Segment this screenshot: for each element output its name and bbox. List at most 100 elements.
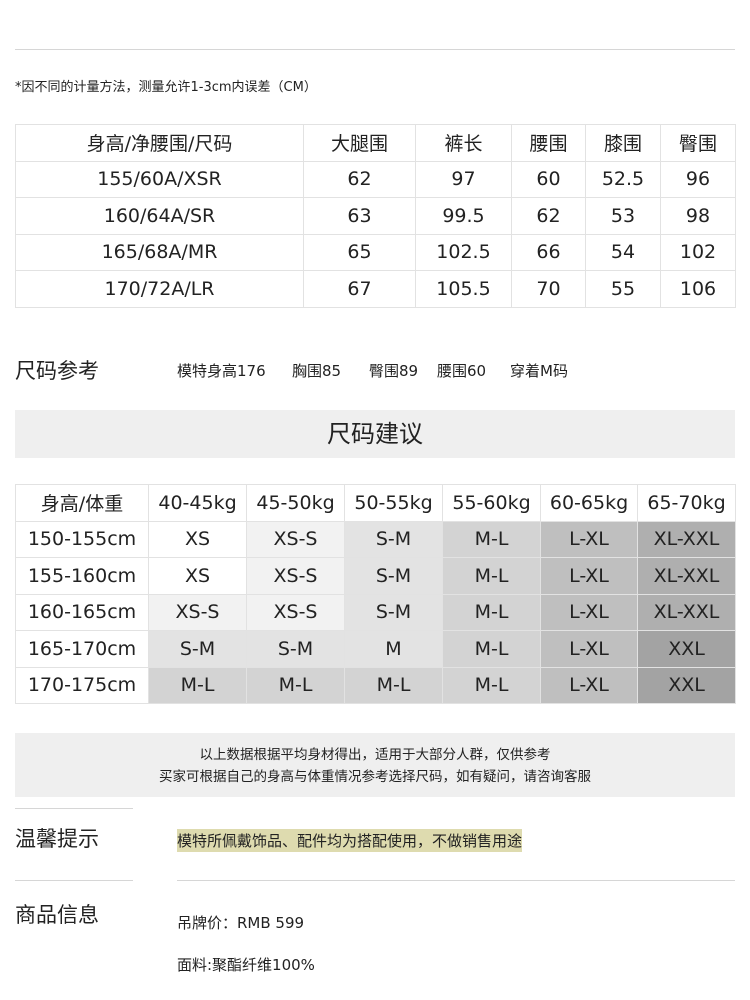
cell: 52.5: [585, 160, 661, 198]
section-title: 温馨提示: [15, 827, 99, 851]
cell: XL-XXL: [637, 557, 736, 595]
cell: 54: [585, 233, 661, 271]
cell: XL-XXL: [637, 520, 736, 558]
size-ref-item: 臀围89: [369, 362, 419, 380]
cell: 96: [660, 160, 736, 198]
size-ref-item: 穿着M码: [510, 362, 568, 380]
section-title: 尺码参考: [15, 359, 99, 383]
cell: XS: [148, 520, 247, 558]
cell: 165-170cm: [15, 630, 149, 668]
row: 150-155cm XS XS-S S-M M-L L-XL XL-XXL: [15, 520, 736, 558]
cell: 裤长: [415, 124, 512, 162]
cell: 45-50kg: [246, 484, 345, 522]
cell: L-XL: [540, 557, 638, 595]
cell: M-L: [344, 666, 443, 704]
row: 170/72A/LR 67 105.5 70 55 106: [15, 270, 736, 308]
size-ref-item: 腰围60: [437, 362, 487, 380]
cell: 150-155cm: [15, 520, 149, 558]
cell: L-XL: [540, 630, 638, 668]
cell: 大腿围: [303, 124, 416, 162]
cell: 102.5: [415, 233, 512, 271]
divider: [15, 808, 133, 809]
cell: S-M: [344, 593, 443, 631]
cell: 155/60A/XSR: [15, 160, 304, 198]
cell: XS: [148, 557, 247, 595]
cell: S-M: [344, 520, 443, 558]
row: 身高/体重 40-45kg 45-50kg 50-55kg 55-60kg 60-65kg…: [15, 484, 736, 522]
cell: XXL: [637, 630, 736, 668]
row: 160-165cm XS-S XS-S S-M M-L L-XL XL-XXL: [15, 593, 736, 631]
size-table: 身高/体重 40-45kg 45-50kg 50-55kg 55-60kg 60-65kg…: [15, 484, 736, 704]
cell: 106: [660, 270, 736, 308]
row: 身高/净腰围/尺码 大腿围 裤长 腰围 膝围 臀围: [15, 124, 736, 162]
cell: M-L: [246, 666, 345, 704]
cell: 170/72A/LR: [15, 270, 304, 308]
size-ref-item: 胸围85: [292, 362, 342, 380]
cell: M: [344, 630, 443, 668]
cell: L-XL: [540, 666, 638, 704]
cell: M-L: [442, 593, 541, 631]
cell: 62: [303, 160, 416, 198]
cell: 腰围: [511, 124, 586, 162]
divider: [15, 880, 133, 881]
cell: 60-65kg: [540, 484, 638, 522]
cell: S-M: [148, 630, 247, 668]
cell: 膝围: [585, 124, 661, 162]
cell: 53: [585, 197, 661, 235]
cell: 65: [303, 233, 416, 271]
cell: 身高/净腰围/尺码: [15, 124, 304, 162]
row: 155-160cm XS XS-S S-M M-L L-XL XL-XXL: [15, 557, 736, 595]
cell: 50-55kg: [344, 484, 443, 522]
cell: 55: [585, 270, 661, 308]
disclaimer-box: 以上数据根据平均身材得出，适用于大部分人群，仅供参考 买家可根据自己的身高与体重…: [15, 733, 735, 797]
cell: 102: [660, 233, 736, 271]
cell: 70: [511, 270, 586, 308]
note: *因不同的计量方法，测量允许1-3cm内误差（CM）: [15, 80, 317, 95]
size-ref-item: 模特身高176: [177, 362, 266, 380]
cell: M-L: [148, 666, 247, 704]
divider: [15, 49, 735, 50]
disclaimer: 买家可根据自己的身高与体重情况参考选择尺码，如有疑问，请咨询客服: [159, 769, 591, 785]
cell: 160/64A/SR: [15, 197, 304, 235]
cell: 60: [511, 160, 586, 198]
cell: 99.5: [415, 197, 512, 235]
cell: 155-160cm: [15, 557, 149, 595]
cell: 臀围: [660, 124, 736, 162]
cell: XS-S: [246, 557, 345, 595]
cell: 63: [303, 197, 416, 235]
cell: 67: [303, 270, 416, 308]
row: 155/60A/XSR 62 97 60 52.5 96: [15, 160, 736, 198]
row: 160/64A/SR 63 99.5 62 53 98: [15, 197, 736, 235]
cell: 55-60kg: [442, 484, 541, 522]
banner: 尺码建议: [15, 410, 735, 458]
cell: 62: [511, 197, 586, 235]
cell: XXL: [637, 666, 736, 704]
cell: S-M: [344, 557, 443, 595]
cell: 40-45kg: [148, 484, 247, 522]
cell: 66: [511, 233, 586, 271]
divider: [177, 880, 735, 881]
cell: L-XL: [540, 593, 638, 631]
row: 165/68A/MR 65 102.5 66 54 102: [15, 233, 736, 271]
cell: 98: [660, 197, 736, 235]
cell: 65-70kg: [637, 484, 736, 522]
cell: XS-S: [246, 520, 345, 558]
cell: 身高/体重: [15, 484, 149, 522]
cell: 97: [415, 160, 512, 198]
disclaimer: 以上数据根据平均身材得出，适用于大部分人群，仅供参考: [199, 747, 551, 763]
section-title: 商品信息: [15, 903, 99, 927]
cell: M-L: [442, 630, 541, 668]
product-info: 面料:聚酯纤维100%: [177, 956, 315, 974]
cell: 170-175cm: [15, 666, 149, 704]
cell: M-L: [442, 520, 541, 558]
cell: XS-S: [148, 593, 247, 631]
cell: M-L: [442, 557, 541, 595]
tip-text: 模特所佩戴饰品、配件均为搭配使用，不做销售用途: [177, 829, 523, 852]
measure-table: 身高/净腰围/尺码 大腿围 裤长 腰围 膝围 臀围 155/60A/XSR 62 97 60 52.…: [15, 124, 736, 308]
cell: XS-S: [246, 593, 345, 631]
cell: M-L: [442, 666, 541, 704]
cell: L-XL: [540, 520, 638, 558]
cell: 105.5: [415, 270, 512, 308]
row: 170-175cm M-L M-L M-L M-L L-XL XXL: [15, 666, 736, 704]
cell: 165/68A/MR: [15, 233, 304, 271]
